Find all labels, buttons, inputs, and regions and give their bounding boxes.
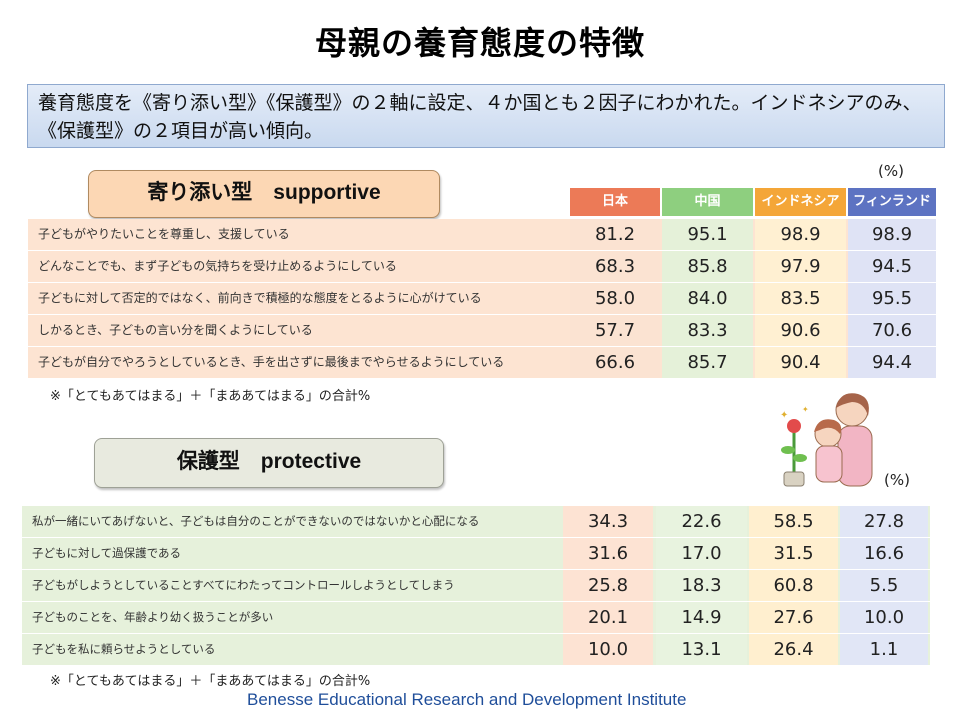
value-cell-japan: 25.8 xyxy=(563,570,653,601)
value-cell-finland: 95.5 xyxy=(848,283,936,314)
unit-label-protective: (%) xyxy=(884,471,910,489)
summary-box: 養育態度を《寄り添い型》《保護型》の２軸に設定、４か国とも２因子にわかれた。イン… xyxy=(27,84,945,148)
column-header-china: 中国 xyxy=(662,188,753,216)
column-header-finland: フィンランド xyxy=(848,188,936,216)
row-label: 子どもに対して過保護である xyxy=(32,546,182,560)
supportive-heading: 寄り添い型 supportive xyxy=(88,170,440,218)
column-header-indonesia: インドネシア xyxy=(755,188,846,216)
row-label: 子どもがやりたいことを尊重し、支援している xyxy=(38,227,290,241)
row-label: 子どもを私に頼らせようとしている xyxy=(32,642,216,656)
value-cell-china: 18.3 xyxy=(656,570,747,601)
value-cell-china: 13.1 xyxy=(656,634,747,665)
value-cell-china: 83.3 xyxy=(662,315,753,346)
value-cell-china: 14.9 xyxy=(656,602,747,633)
table-row: 私が一緒にいてあげないと、子どもは自分のことができないのではないかと心配になる 3… xyxy=(22,506,930,537)
value-cell-finland: 1.1 xyxy=(840,634,928,665)
value-cell-japan: 34.3 xyxy=(563,506,653,537)
value-cell-japan: 58.0 xyxy=(570,283,660,314)
table-row: 子どもが自分でやろうとしているとき、手を出さずに最後までやらせるようにしている 6… xyxy=(28,347,936,378)
value-cell-china: 22.6 xyxy=(656,506,747,537)
value-cell-japan: 66.6 xyxy=(570,347,660,378)
row-label: どんなことでも、まず子どもの気持ちを受け止めるようにしている xyxy=(38,259,397,273)
table-row: 子どもがやりたいことを尊重し、支援している 81.2 95.1 98.9 98.9 xyxy=(28,219,936,250)
row-label: 子どものことを、年齢より幼く扱うことが多い xyxy=(32,610,274,624)
value-cell-indonesia: 58.5 xyxy=(749,506,838,537)
value-cell-china: 17.0 xyxy=(656,538,747,569)
table-row: 子どもに対して過保護である 31.6 17.0 31.5 16.6 xyxy=(22,538,930,569)
value-cell-indonesia: 90.6 xyxy=(755,315,846,346)
table-row: どんなことでも、まず子どもの気持ちを受け止めるようにしている 68.3 85.8 97… xyxy=(28,251,936,282)
value-cell-indonesia: 90.4 xyxy=(755,347,846,378)
value-cell-finland: 16.6 xyxy=(840,538,928,569)
value-cell-finland: 10.0 xyxy=(840,602,928,633)
table-row: 子どもを私に頼らせようとしている 10.0 13.1 26.4 1.1 xyxy=(22,634,930,665)
row-label: しかるとき、子どもの言い分を聞くようにしている xyxy=(38,323,313,337)
value-cell-finland: 70.6 xyxy=(848,315,936,346)
row-label: 子どもがしようとしていることすべてにわたってコントロールしようとしてしまう xyxy=(32,578,455,592)
value-cell-japan: 20.1 xyxy=(563,602,653,633)
svg-text:✦: ✦ xyxy=(802,405,809,414)
protective-note: ※「とてもあてはまる」＋「まああてはまる」の合計% xyxy=(50,674,371,689)
row-label: 子どもに対して否定的ではなく、前向きで積極的な態度をとるように心がけている xyxy=(38,291,482,305)
value-cell-japan: 10.0 xyxy=(563,634,653,665)
value-cell-japan: 31.6 xyxy=(563,538,653,569)
value-cell-finland: 98.9 xyxy=(848,219,936,250)
column-header-japan: 日本 xyxy=(570,188,660,216)
table-row: 子どものことを、年齢より幼く扱うことが多い 20.1 14.9 27.6 10.0 xyxy=(22,602,930,633)
table-row: 子どもがしようとしていることすべてにわたってコントロールしようとしてしまう 25.… xyxy=(22,570,930,601)
value-cell-china: 95.1 xyxy=(662,219,753,250)
value-cell-japan: 81.2 xyxy=(570,219,660,250)
table-row: しかるとき、子どもの言い分を聞くようにしている 57.7 83.3 90.6 70.6 xyxy=(28,315,936,346)
mother-child-illustration: ✦ ✦ xyxy=(780,393,873,487)
footer-institute: Benesse Educational Research and Develop… xyxy=(247,690,687,709)
value-cell-indonesia: 98.9 xyxy=(755,219,846,250)
value-cell-indonesia: 27.6 xyxy=(749,602,838,633)
svg-text:✦: ✦ xyxy=(780,410,788,421)
value-cell-finland: 5.5 xyxy=(840,570,928,601)
value-cell-indonesia: 83.5 xyxy=(755,283,846,314)
value-cell-japan: 68.3 xyxy=(570,251,660,282)
value-cell-indonesia: 31.5 xyxy=(749,538,838,569)
value-cell-finland: 94.4 xyxy=(848,347,936,378)
table-row: 子どもに対して否定的ではなく、前向きで積極的な態度をとるように心がけている 58.… xyxy=(28,283,936,314)
row-label: 私が一緒にいてあげないと、子どもは自分のことができないのではないかと心配になる xyxy=(32,514,480,528)
value-cell-china: 85.7 xyxy=(662,347,753,378)
value-cell-finland: 94.5 xyxy=(848,251,936,282)
value-cell-china: 84.0 xyxy=(662,283,753,314)
page-title: 母親の養育態度の特徴 xyxy=(314,24,645,62)
value-cell-indonesia: 97.9 xyxy=(755,251,846,282)
supportive-note: ※「とてもあてはまる」＋「まああてはまる」の合計% xyxy=(50,389,371,404)
value-cell-japan: 57.7 xyxy=(570,315,660,346)
value-cell-finland: 27.8 xyxy=(840,506,928,537)
protective-heading: 保護型 protective xyxy=(94,438,444,488)
unit-label-supportive: (%) xyxy=(878,162,904,180)
value-cell-china: 85.8 xyxy=(662,251,753,282)
row-label: 子どもが自分でやろうとしているとき、手を出さずに最後までやらせるようにしている xyxy=(38,355,505,369)
value-cell-indonesia: 60.8 xyxy=(749,570,838,601)
value-cell-indonesia: 26.4 xyxy=(749,634,838,665)
